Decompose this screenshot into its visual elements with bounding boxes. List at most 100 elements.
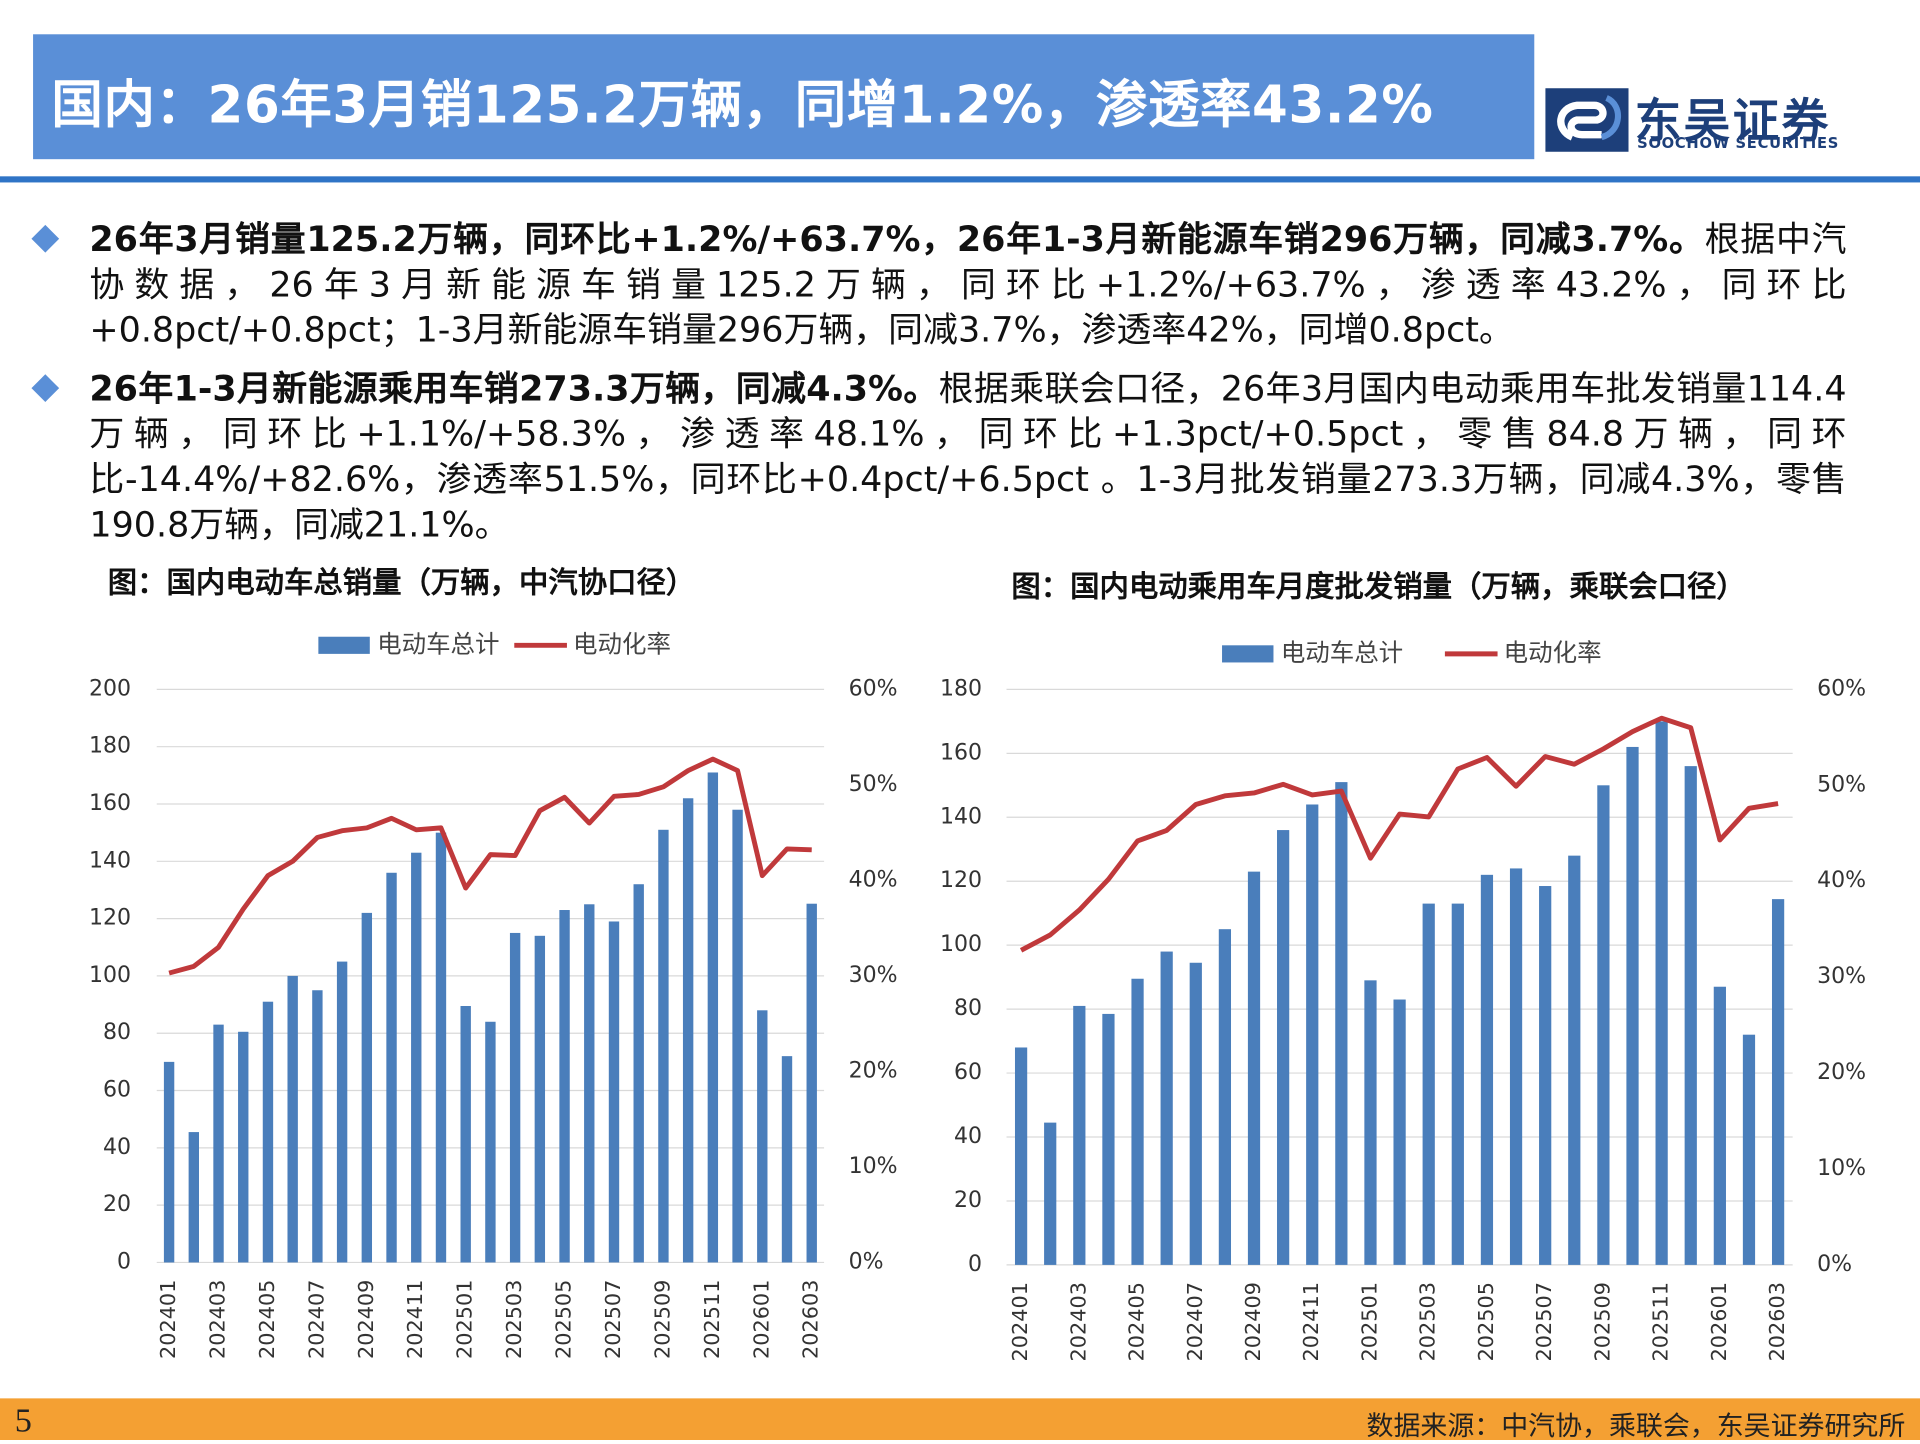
bullet: 26年1-3月新能源乘用车销273.3万辆，同减4.3%。根据乘联会口径，26年… <box>89 366 1846 547</box>
bar <box>1073 1005 1086 1265</box>
x-tick-label: 202409 <box>354 1280 378 1359</box>
x-tick-label: 202411 <box>1299 1282 1323 1361</box>
y-tick-label: 180 <box>940 676 982 701</box>
bar <box>1684 766 1697 1265</box>
bar <box>1218 929 1232 1265</box>
bar <box>781 1056 793 1263</box>
y-tick-label: 160 <box>940 740 982 765</box>
bar <box>682 798 694 1263</box>
y2-tick-label: 0% <box>1817 1252 1852 1277</box>
x-tick-label: 202403 <box>206 1280 230 1359</box>
x-tick-label: 202405 <box>1125 1282 1149 1361</box>
x-tick-label: 202505 <box>552 1280 576 1359</box>
y-tick-label: 20 <box>103 1192 131 1217</box>
logo-icon <box>1545 88 1629 152</box>
x-tick-label: 202409 <box>1241 1282 1265 1361</box>
bar <box>584 904 595 1263</box>
header-rule <box>0 176 1920 183</box>
y2-tick-label: 0% <box>849 1249 884 1274</box>
bar <box>757 1010 768 1263</box>
bar <box>1277 830 1290 1265</box>
x-tick-label: 202501 <box>453 1280 477 1359</box>
bar <box>1422 903 1435 1265</box>
bar <box>1364 980 1377 1265</box>
y-tick-label: 20 <box>954 1188 982 1213</box>
bar <box>336 961 348 1263</box>
header-title: 国内：26年3月销125.2万辆，同增1.2%，渗透率43.2% <box>51 74 1434 135</box>
bullet-text: 根据乘联会口径，26年3月国内电动乘用车批发销量114.4万辆，同环比+1.1%… <box>89 368 1847 545</box>
bar <box>1568 855 1581 1265</box>
x-tick-label: 202401 <box>1008 1282 1032 1361</box>
bar <box>1102 1013 1115 1265</box>
bar <box>361 912 373 1263</box>
legend-label: 电动车总计 <box>377 629 499 658</box>
bullet-text: 根据中汽协数据，26年3月新能源车销量125.2万辆，同环比+1.2%/+63.… <box>89 219 1847 351</box>
y2-tick-label: 20% <box>849 1058 898 1083</box>
bar <box>1451 903 1464 1265</box>
y2-tick-label: 50% <box>849 772 898 797</box>
bar <box>1189 962 1202 1265</box>
line-series <box>168 756 812 976</box>
bar <box>1597 785 1610 1265</box>
bullet-lead: 26年1-3月新能源乘用车销273.3万辆，同减4.3%。 <box>89 368 939 409</box>
x-tick-label: 202405 <box>255 1280 279 1359</box>
bar <box>1771 899 1785 1265</box>
bar <box>1509 868 1523 1265</box>
logo-subtext: SOOCHOW SECURITIES <box>1637 134 1840 152</box>
x-tick-label: 202503 <box>1416 1282 1440 1361</box>
y-tick-label: 160 <box>89 791 131 816</box>
legend-swatch <box>1222 645 1274 663</box>
bar <box>238 1031 249 1263</box>
y-tick-label: 120 <box>940 868 982 893</box>
bar <box>608 921 620 1263</box>
y-tick-label: 140 <box>940 804 982 829</box>
bar <box>287 975 298 1263</box>
x-tick-label: 202403 <box>1066 1282 1090 1361</box>
bar <box>460 1006 471 1263</box>
x-tick-label: 202603 <box>799 1280 823 1359</box>
bar <box>188 1132 200 1263</box>
x-tick-label: 202503 <box>502 1280 526 1359</box>
y2-tick-label: 40% <box>1817 868 1866 893</box>
y2-tick-label: 60% <box>849 676 898 701</box>
x-tick-label: 202505 <box>1474 1282 1498 1361</box>
bar <box>633 884 644 1263</box>
bar <box>1247 871 1261 1265</box>
bar <box>658 829 669 1263</box>
y-tick-label: 100 <box>940 932 982 957</box>
y2-tick-label: 30% <box>1817 964 1866 989</box>
x-tick-label: 202501 <box>1357 1282 1381 1361</box>
x-tick-label: 202407 <box>1183 1282 1207 1361</box>
bar <box>386 872 397 1263</box>
y-tick-label: 0 <box>117 1249 131 1274</box>
bar <box>1393 999 1406 1265</box>
x-tick-label: 202509 <box>1590 1282 1614 1361</box>
bar <box>1306 804 1319 1265</box>
bar <box>262 1001 274 1263</box>
y2-tick-label: 10% <box>849 1154 898 1179</box>
bar <box>1014 1047 1028 1265</box>
bar <box>1655 721 1668 1265</box>
logo-text: 东吴证券 <box>1634 94 1831 149</box>
bar <box>1044 1122 1057 1265</box>
x-tick-label: 202507 <box>1532 1282 1556 1361</box>
bar <box>312 990 323 1263</box>
bar <box>559 910 570 1263</box>
bar <box>485 1021 496 1263</box>
x-tick-label: 202601 <box>749 1280 773 1359</box>
charts: 图：国内电动车总销量（万辆，中汽协口径） 0 20 40 60 80 100 120 140 16… <box>89 566 1866 1362</box>
y-tick-label: 0 <box>968 1252 982 1277</box>
y-tick-label: 60 <box>103 1078 131 1103</box>
bar <box>213 1024 224 1263</box>
bar <box>1626 746 1639 1265</box>
y-tick-label: 100 <box>89 963 131 988</box>
y-tick-label: 80 <box>103 1020 131 1045</box>
bar <box>411 852 422 1263</box>
x-tick-label: 202511 <box>1649 1282 1673 1361</box>
x-tick-label: 202511 <box>700 1280 724 1359</box>
y2-tick-label: 40% <box>849 867 898 892</box>
bar <box>1742 1034 1756 1265</box>
x-tick-label: 202411 <box>403 1280 427 1359</box>
